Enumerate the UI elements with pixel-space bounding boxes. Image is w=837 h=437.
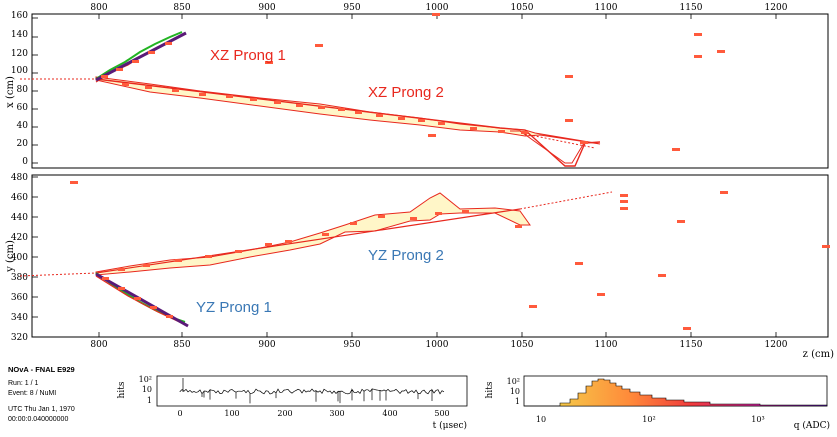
yz-y-tick-label: 480 [11, 173, 28, 183]
bottom-tick-label: 900 [258, 340, 275, 350]
yz-y-tick-label: 320 [11, 333, 28, 343]
event-info: NOvA - FNAL E929 Run: 1 / 1 Event: 8 / N… [8, 365, 75, 423]
xz-view: x (cm) 160 140 120 100 80 60 40 20 0 [5, 11, 829, 169]
yz-prong-1-label: YZ Prong 1 [196, 299, 272, 316]
xz-y-tick-label: 140 [11, 30, 28, 40]
yz-prong-2-envelope [95, 192, 531, 276]
xz-y-tick-label: 40 [17, 121, 29, 131]
xz-y-tick-label: 0 [22, 157, 28, 167]
yz-y-tick-label: 440 [11, 213, 28, 223]
charge-histogram-x-ticks: 10 10² 10³ [536, 415, 765, 424]
charge-histogram-bars [524, 378, 828, 407]
charge-histogram-x-label: q (ADC) [794, 420, 830, 431]
xz-y-tick-label: 120 [11, 49, 28, 59]
time-histogram-x-ticks: 0 100 200 300 400 500 [177, 409, 449, 418]
time-histogram-x-label: t (μsec) [433, 420, 467, 431]
xz-prong-1-green-track [95, 31, 183, 80]
yz-y-axis-label: y (cm) [5, 240, 16, 273]
yz-view: y (cm) 480 460 440 420 400 380 360 340 3… [5, 173, 834, 360]
xz-y-tick-label: 20 [17, 139, 29, 149]
top-tick-label: 1200 [765, 3, 788, 13]
yz-view-frame [31, 174, 829, 338]
charge-hist-x-tick: 10³ [751, 415, 764, 424]
bottom-tick-label: 1150 [680, 340, 703, 350]
bottom-tick-label: 850 [173, 340, 190, 350]
top-tick-label: 1000 [426, 3, 449, 13]
bottom-tick-label: 1000 [426, 340, 449, 350]
top-tick-label: 950 [343, 3, 360, 13]
yz-y-tick-labels: 480 460 440 420 400 380 360 340 320 [11, 173, 28, 343]
yz-y-tick-label: 460 [11, 193, 28, 203]
xz-prong-1-label: XZ Prong 1 [210, 47, 286, 64]
time-hist-y-tick: 1 [147, 396, 152, 405]
bottom-tick-label: 1100 [595, 340, 618, 350]
xz-y-tick-label: 80 [17, 85, 29, 95]
xz-prong-2-label: XZ Prong 2 [368, 84, 444, 101]
bottom-tick-label: 950 [343, 340, 360, 350]
time-hist-y-tick: 10² [139, 375, 152, 384]
charge-histogram-y-ticks: 10² 10 1 [507, 377, 520, 406]
top-tick-label: 900 [258, 3, 275, 13]
xz-y-tick-label: 100 [11, 66, 28, 76]
yz-y-tick-label: 400 [11, 253, 28, 263]
yz-y-tick-label: 340 [11, 313, 28, 323]
time-histogram: hits 10² 10 1 0 100 200 300 400 500 t (μ… [117, 375, 468, 431]
yz-y-tick-label: 420 [11, 233, 28, 243]
event-info-run: Run: 1 / 1 [8, 380, 38, 387]
time-hist-x-tick: 500 [434, 409, 449, 418]
yz-prong-2-label: YZ Prong 2 [368, 247, 444, 264]
yz-y-tick-label: 380 [11, 273, 28, 283]
event-info-time-2: 00:00:0.040000000 [8, 416, 68, 423]
time-histogram-y-ticks: 10² 10 1 [139, 375, 152, 405]
yz-y-tick-label: 360 [11, 293, 28, 303]
top-tick-label: 850 [173, 3, 190, 13]
xz-y-tick-label: 160 [11, 11, 28, 21]
charge-hist-y-tick: 1 [515, 397, 520, 406]
charge-hist-y-tick: 10² [507, 377, 520, 386]
time-hist-x-tick: 100 [224, 409, 239, 418]
yz-vertex-extension [19, 272, 97, 277]
bottom-tick-label: 1200 [765, 340, 788, 350]
event-info-time-1: UTC Thu Jan 1, 1970 [8, 406, 75, 413]
top-tick-label: 800 [90, 3, 107, 13]
time-hist-x-tick: 300 [329, 409, 344, 418]
time-hist-x-tick: 0 [177, 409, 182, 418]
time-histogram-trace [179, 378, 445, 404]
time-histogram-frame [156, 375, 468, 407]
event-info-title: NOvA - FNAL E929 [8, 365, 75, 374]
time-hist-x-tick: 200 [277, 409, 292, 418]
yz-bottom-tick-labels: 800 850 900 950 1000 1050 1100 1150 1200 [90, 340, 787, 350]
event-info-event: Event: 8 / NuMI [8, 390, 56, 397]
xz-hits [101, 13, 725, 151]
time-histogram-y-label: hits [117, 381, 127, 398]
xz-y-tick-label: 60 [17, 103, 29, 113]
charge-histogram: hits 10² 10 1 10 10² 10³ q (ADC) [485, 375, 830, 431]
xz-y-axis-label: x (cm) [5, 76, 16, 108]
top-tick-label: 1150 [680, 3, 703, 13]
bottom-tick-label: 1050 [511, 340, 534, 350]
charge-hist-x-tick: 10² [642, 415, 655, 424]
z-axis-label: z (cm) [803, 349, 834, 360]
xz-prong-1-fit [95, 31, 187, 82]
charge-histogram-y-label: hits [485, 381, 495, 398]
yz-prong-2-track [95, 208, 521, 274]
time-hist-x-tick: 400 [382, 409, 397, 418]
yz-prong-2-extension [519, 191, 613, 210]
yz-ticks [32, 176, 777, 337]
yz-hits [70, 181, 830, 330]
xz-prong-2-track-edge [510, 130, 585, 164]
top-axis-tick-labels: 800 850 900 950 1000 1050 1100 1150 1200 [90, 3, 787, 13]
charge-hist-y-tick: 10 [510, 387, 520, 396]
top-tick-label: 1050 [511, 3, 534, 13]
charge-hist-x-tick: 10 [536, 415, 546, 424]
bottom-tick-label: 800 [90, 340, 107, 350]
yz-prong-1-fit [95, 272, 189, 328]
top-tick-label: 1100 [595, 3, 618, 13]
time-hist-y-tick: 10 [142, 385, 152, 394]
xz-y-tick-labels: 160 140 120 100 80 60 40 20 0 [11, 11, 28, 167]
